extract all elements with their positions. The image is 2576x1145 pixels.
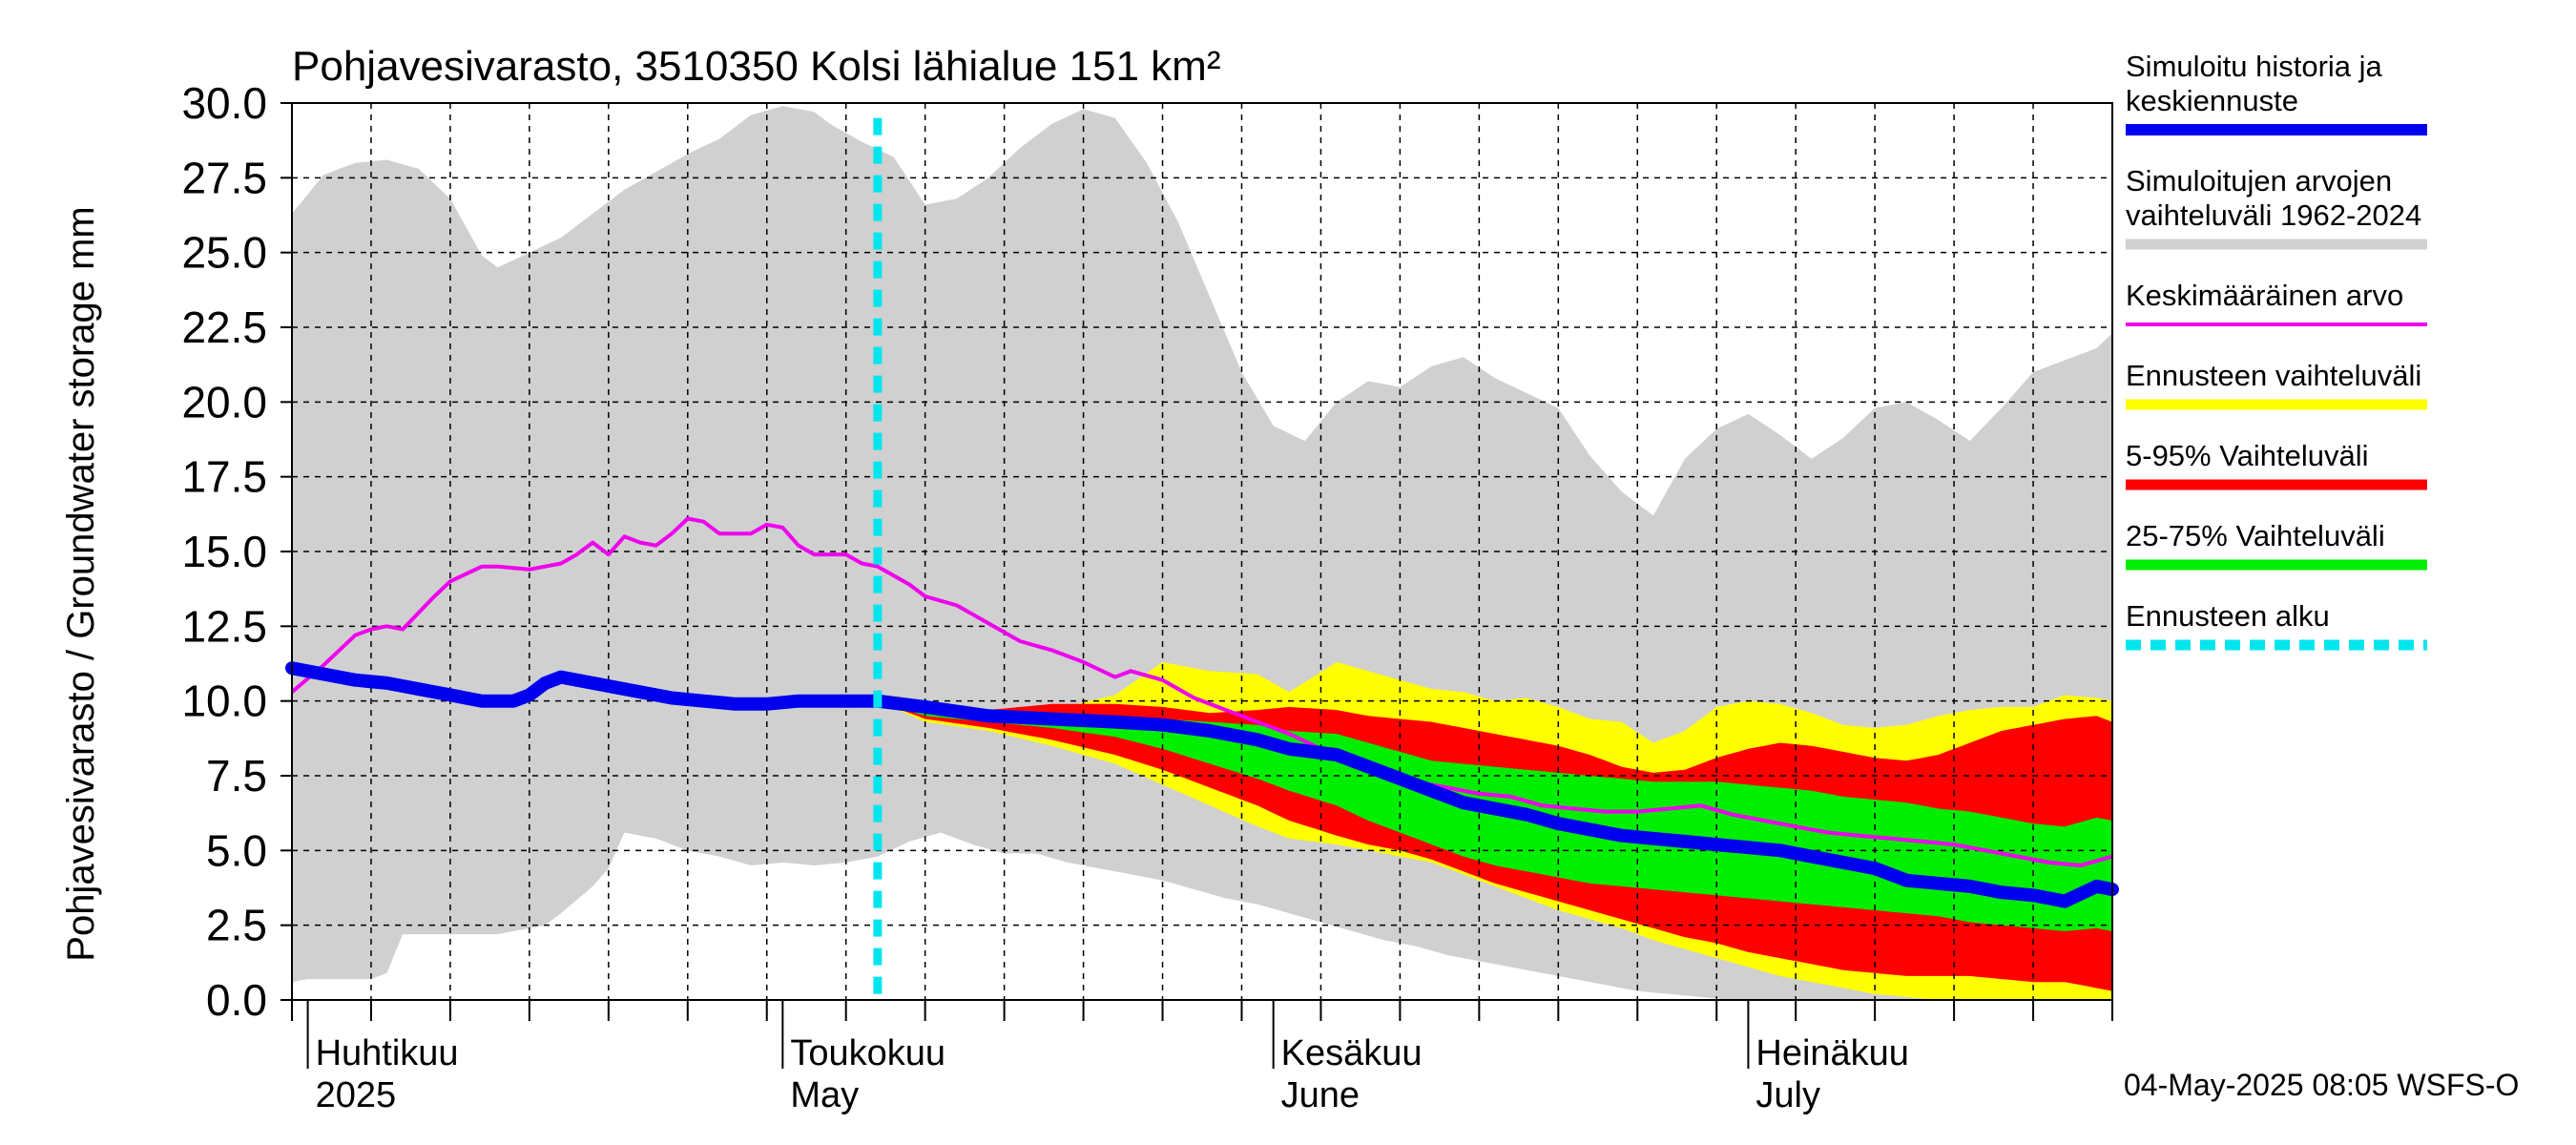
chart-title: Pohjavesivarasto, 3510350 Kolsi lähialue… xyxy=(292,43,1220,90)
y-tick-label: 5.0 xyxy=(206,825,267,875)
legend-label: 25-75% Vaihteluväli xyxy=(2126,519,2385,552)
y-tick-label: 17.5 xyxy=(181,452,267,502)
y-tick-label: 7.5 xyxy=(206,751,267,801)
month-label-en: 2025 xyxy=(316,1075,397,1115)
month-label-fi: Toukokuu xyxy=(790,1033,945,1073)
simulated-line xyxy=(285,661,2119,908)
p25-75-band xyxy=(877,700,2112,931)
legend-label: 5-95% Vaihteluväli xyxy=(2126,439,2368,472)
mean-line xyxy=(290,516,2113,867)
y-tick-label: 25.0 xyxy=(181,228,267,278)
legend-label: Simuloitu historia ja xyxy=(2126,50,2383,83)
legend-label: Keskimääräinen arvo xyxy=(2126,279,2403,312)
legend-label: Ennusteen alku xyxy=(2126,599,2330,633)
month-label-en: July xyxy=(1755,1075,1820,1115)
legend-label: Ennusteen vaihteluväli xyxy=(2126,359,2421,392)
y-tick-label: 2.5 xyxy=(206,901,267,950)
y-tick-label: 15.0 xyxy=(181,527,267,576)
month-label-fi: Huhtikuu xyxy=(316,1033,459,1073)
y-tick-label: 20.0 xyxy=(181,377,267,427)
month-label-en: June xyxy=(1281,1075,1360,1115)
y-tick-label: 12.5 xyxy=(181,601,267,651)
legend-label: keskiennuste xyxy=(2126,84,2298,117)
legend-label: vaihteluväli 1962-2024 xyxy=(2126,198,2421,232)
y-tick-label: 22.5 xyxy=(181,302,267,352)
plot-area xyxy=(285,102,2119,1001)
y-axis-label: Pohjavesivarasto / Groundwater storage m… xyxy=(60,206,102,961)
month-label-fi: Heinäkuu xyxy=(1755,1033,1909,1073)
legend-label: Simuloitujen arvojen xyxy=(2126,164,2392,198)
month-label-fi: Kesäkuu xyxy=(1281,1033,1423,1073)
y-axis-ticks: 0.0 2.5 5.0 7.5 10.0 12.5 15.0 17.5 20.0 22.5 25.0… xyxy=(181,78,292,1025)
y-tick-label: 0.0 xyxy=(206,975,267,1025)
y-tick-label: 10.0 xyxy=(181,677,267,726)
y-tick-label: 27.5 xyxy=(181,153,267,202)
series-lines xyxy=(285,117,2119,1000)
month-label-en: May xyxy=(790,1075,859,1115)
timestamp-footer: 04-May-2025 08:05 WSFS-O xyxy=(2124,1068,2519,1102)
x-axis-ticks xyxy=(291,1000,2113,1021)
y-tick-label: 30.0 xyxy=(181,78,267,128)
range-bands xyxy=(292,106,2112,1001)
